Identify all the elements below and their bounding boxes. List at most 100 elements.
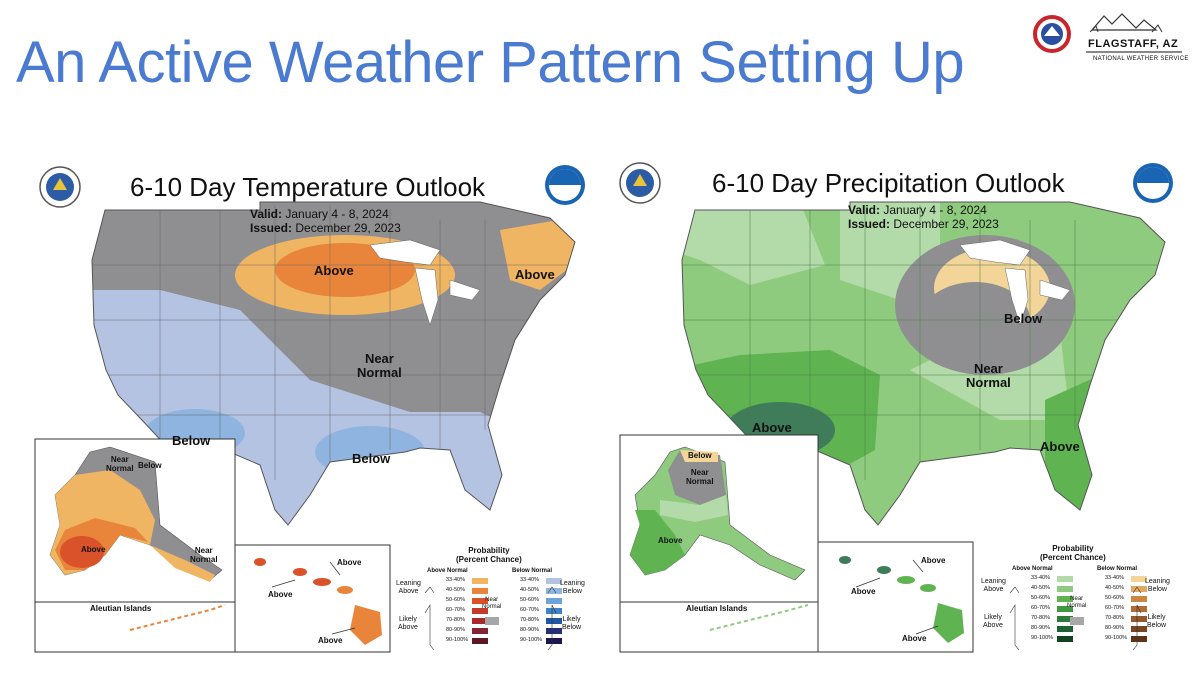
legend-above-head: Above Normal: [1012, 566, 1053, 572]
legend-tick-label: 70-80%: [1031, 615, 1050, 621]
alaska-inset: [619, 434, 819, 603]
region-label: Near Normal: [357, 351, 402, 381]
alaska-label: Near Normal: [686, 468, 714, 486]
legend-tick-label: 80-90%: [446, 627, 465, 633]
legend-swatch-below: [546, 578, 562, 584]
legend-swatch-below: [546, 588, 562, 594]
near-normal-swatch: [1070, 617, 1084, 625]
hawaii-inset: [817, 541, 974, 653]
near-normal-swatch: [485, 617, 499, 625]
region-label: Above: [515, 267, 555, 282]
alaska-label: Near Normal: [106, 455, 134, 473]
legend-swatch-below: [1131, 636, 1147, 642]
alaska-label: Above: [658, 536, 683, 545]
legend-leaning-above: Leaning Above: [981, 578, 1006, 593]
legend-swatch-above: [1057, 606, 1073, 612]
legend-tick-label: 50-60%: [520, 597, 539, 603]
legend-likely-above: Likely Above: [398, 616, 418, 631]
legend-tick-label: 70-80%: [520, 617, 539, 623]
temperature-map-graphic: [34, 165, 585, 653]
legend-tick-label: 60-70%: [520, 607, 539, 613]
legend-tick-label: 90-100%: [446, 637, 469, 643]
aleutian-label: Aleutian Islands: [686, 604, 748, 613]
legend-leaning-above: Leaning Above: [396, 580, 421, 595]
legend-swatch-above: [1057, 636, 1073, 642]
legend-swatch-below: [1131, 596, 1147, 602]
legend-tick-label: 33-40%: [446, 577, 465, 583]
legend-swatch-below: [546, 598, 562, 604]
legend-below-head: Below Normal: [512, 568, 553, 574]
legend-tick-label: 80-90%: [520, 627, 539, 633]
legend-swatch-above: [1057, 596, 1073, 602]
legend-swatch-above: [472, 618, 488, 624]
legend-tick-label: 60-70%: [1031, 605, 1050, 611]
region-label: Above: [314, 263, 354, 278]
legend-tick-label: 90-100%: [1105, 635, 1128, 641]
legend-leaning-below: Leaning Below: [560, 580, 585, 595]
legend-swatch-below: [546, 608, 562, 614]
alaska-inset: [34, 438, 236, 603]
legend-swatch-above: [472, 578, 488, 584]
legend-swatch-above: [472, 628, 488, 634]
aleutian-inset: [619, 601, 819, 653]
aleutian-inset: [34, 601, 236, 653]
cpc-seal-icon: [39, 166, 81, 208]
temperature-outlook-map: 6-10 Day Temperature Outlook Valid: Janu…: [10, 150, 600, 660]
legend-swatch-below: [546, 628, 562, 634]
hawaii-label: Above: [268, 590, 293, 599]
hawaii-label: Above: [921, 556, 946, 565]
office-name: FLAGSTAFF, AZ: [1088, 38, 1179, 50]
legend-swatch-above: [472, 588, 488, 594]
legend-swatch-above: [1057, 626, 1073, 632]
legend-tick-label: 90-100%: [1031, 635, 1054, 641]
legend-swatch-above: [472, 638, 488, 644]
legend-tick-label: 50-60%: [446, 597, 465, 603]
alaska-label: Near Normal: [190, 546, 218, 564]
legend-tick-label: 80-90%: [1031, 625, 1050, 631]
legend-tick-label: 50-60%: [1105, 595, 1124, 601]
legend-leaning-below: Leaning Below: [1145, 578, 1170, 593]
issued-date: Issued: December 29, 2023: [848, 217, 999, 231]
aleutian-label: Aleutian Islands: [90, 604, 152, 613]
hawaii-label: Above: [902, 634, 927, 643]
legend-tick-label: 33-40%: [1031, 575, 1050, 581]
map-title: 6-10 Day Temperature Outlook: [130, 172, 486, 202]
slide-title: An Active Weather Pattern Setting Up: [16, 30, 965, 95]
region-label: Near Normal: [966, 361, 1011, 391]
noaa-logo-icon: [545, 165, 585, 205]
legend-near-normal: Near Normal: [482, 597, 502, 610]
hawaii-inset: [234, 544, 391, 653]
legend-swatch-above: [1057, 586, 1073, 592]
legend-swatch-below: [546, 638, 562, 644]
office-subtitle: NATIONAL WEATHER SERVICE: [1093, 56, 1189, 62]
legend-title: Probability (Percent Chance): [1040, 544, 1106, 563]
legend-swatch-above: [1057, 576, 1073, 582]
hawaii-label: Above: [851, 587, 876, 596]
region-label: Below: [352, 451, 391, 466]
legend-tick-label: 33-40%: [520, 577, 539, 583]
legend-tick-label: 80-90%: [1105, 625, 1124, 631]
legend-swatch-above: [1057, 616, 1073, 622]
legend-swatch-below: [1131, 576, 1147, 582]
legend-tick-label: 70-80%: [1105, 615, 1124, 621]
legend-swatch-above: [472, 598, 488, 604]
region-label: Above: [1040, 439, 1080, 454]
precipitation-map-graphic: [619, 162, 1173, 653]
valid-date: Valid: January 4 - 8, 2024: [848, 203, 987, 217]
hawaii-label: Above: [337, 558, 362, 567]
legend-tick-label: 60-70%: [1105, 605, 1124, 611]
issued-date: Issued: December 29, 2023: [250, 221, 401, 235]
legend-tick-label: 70-80%: [446, 617, 465, 623]
legend-likely-below: Likely Below: [562, 616, 582, 631]
region-label: Above: [752, 420, 792, 435]
region-label: Below: [172, 433, 211, 448]
valid-date: Valid: January 4 - 8, 2024: [250, 207, 389, 221]
legend-below-head: Below Normal: [1097, 566, 1138, 572]
alaska-label: Below: [138, 461, 162, 470]
legend-near-normal: Near Normal: [1067, 596, 1087, 609]
nws-flagstaff-logo: [1033, 13, 1182, 53]
noaa-logo-icon: [1133, 163, 1173, 203]
precipitation-outlook-map: 6-10 Day Precipitation Outlook Valid: Ja…: [600, 150, 1190, 660]
legend-tick-label: 60-70%: [446, 607, 465, 613]
legend-tick-label: 50-60%: [1031, 595, 1050, 601]
